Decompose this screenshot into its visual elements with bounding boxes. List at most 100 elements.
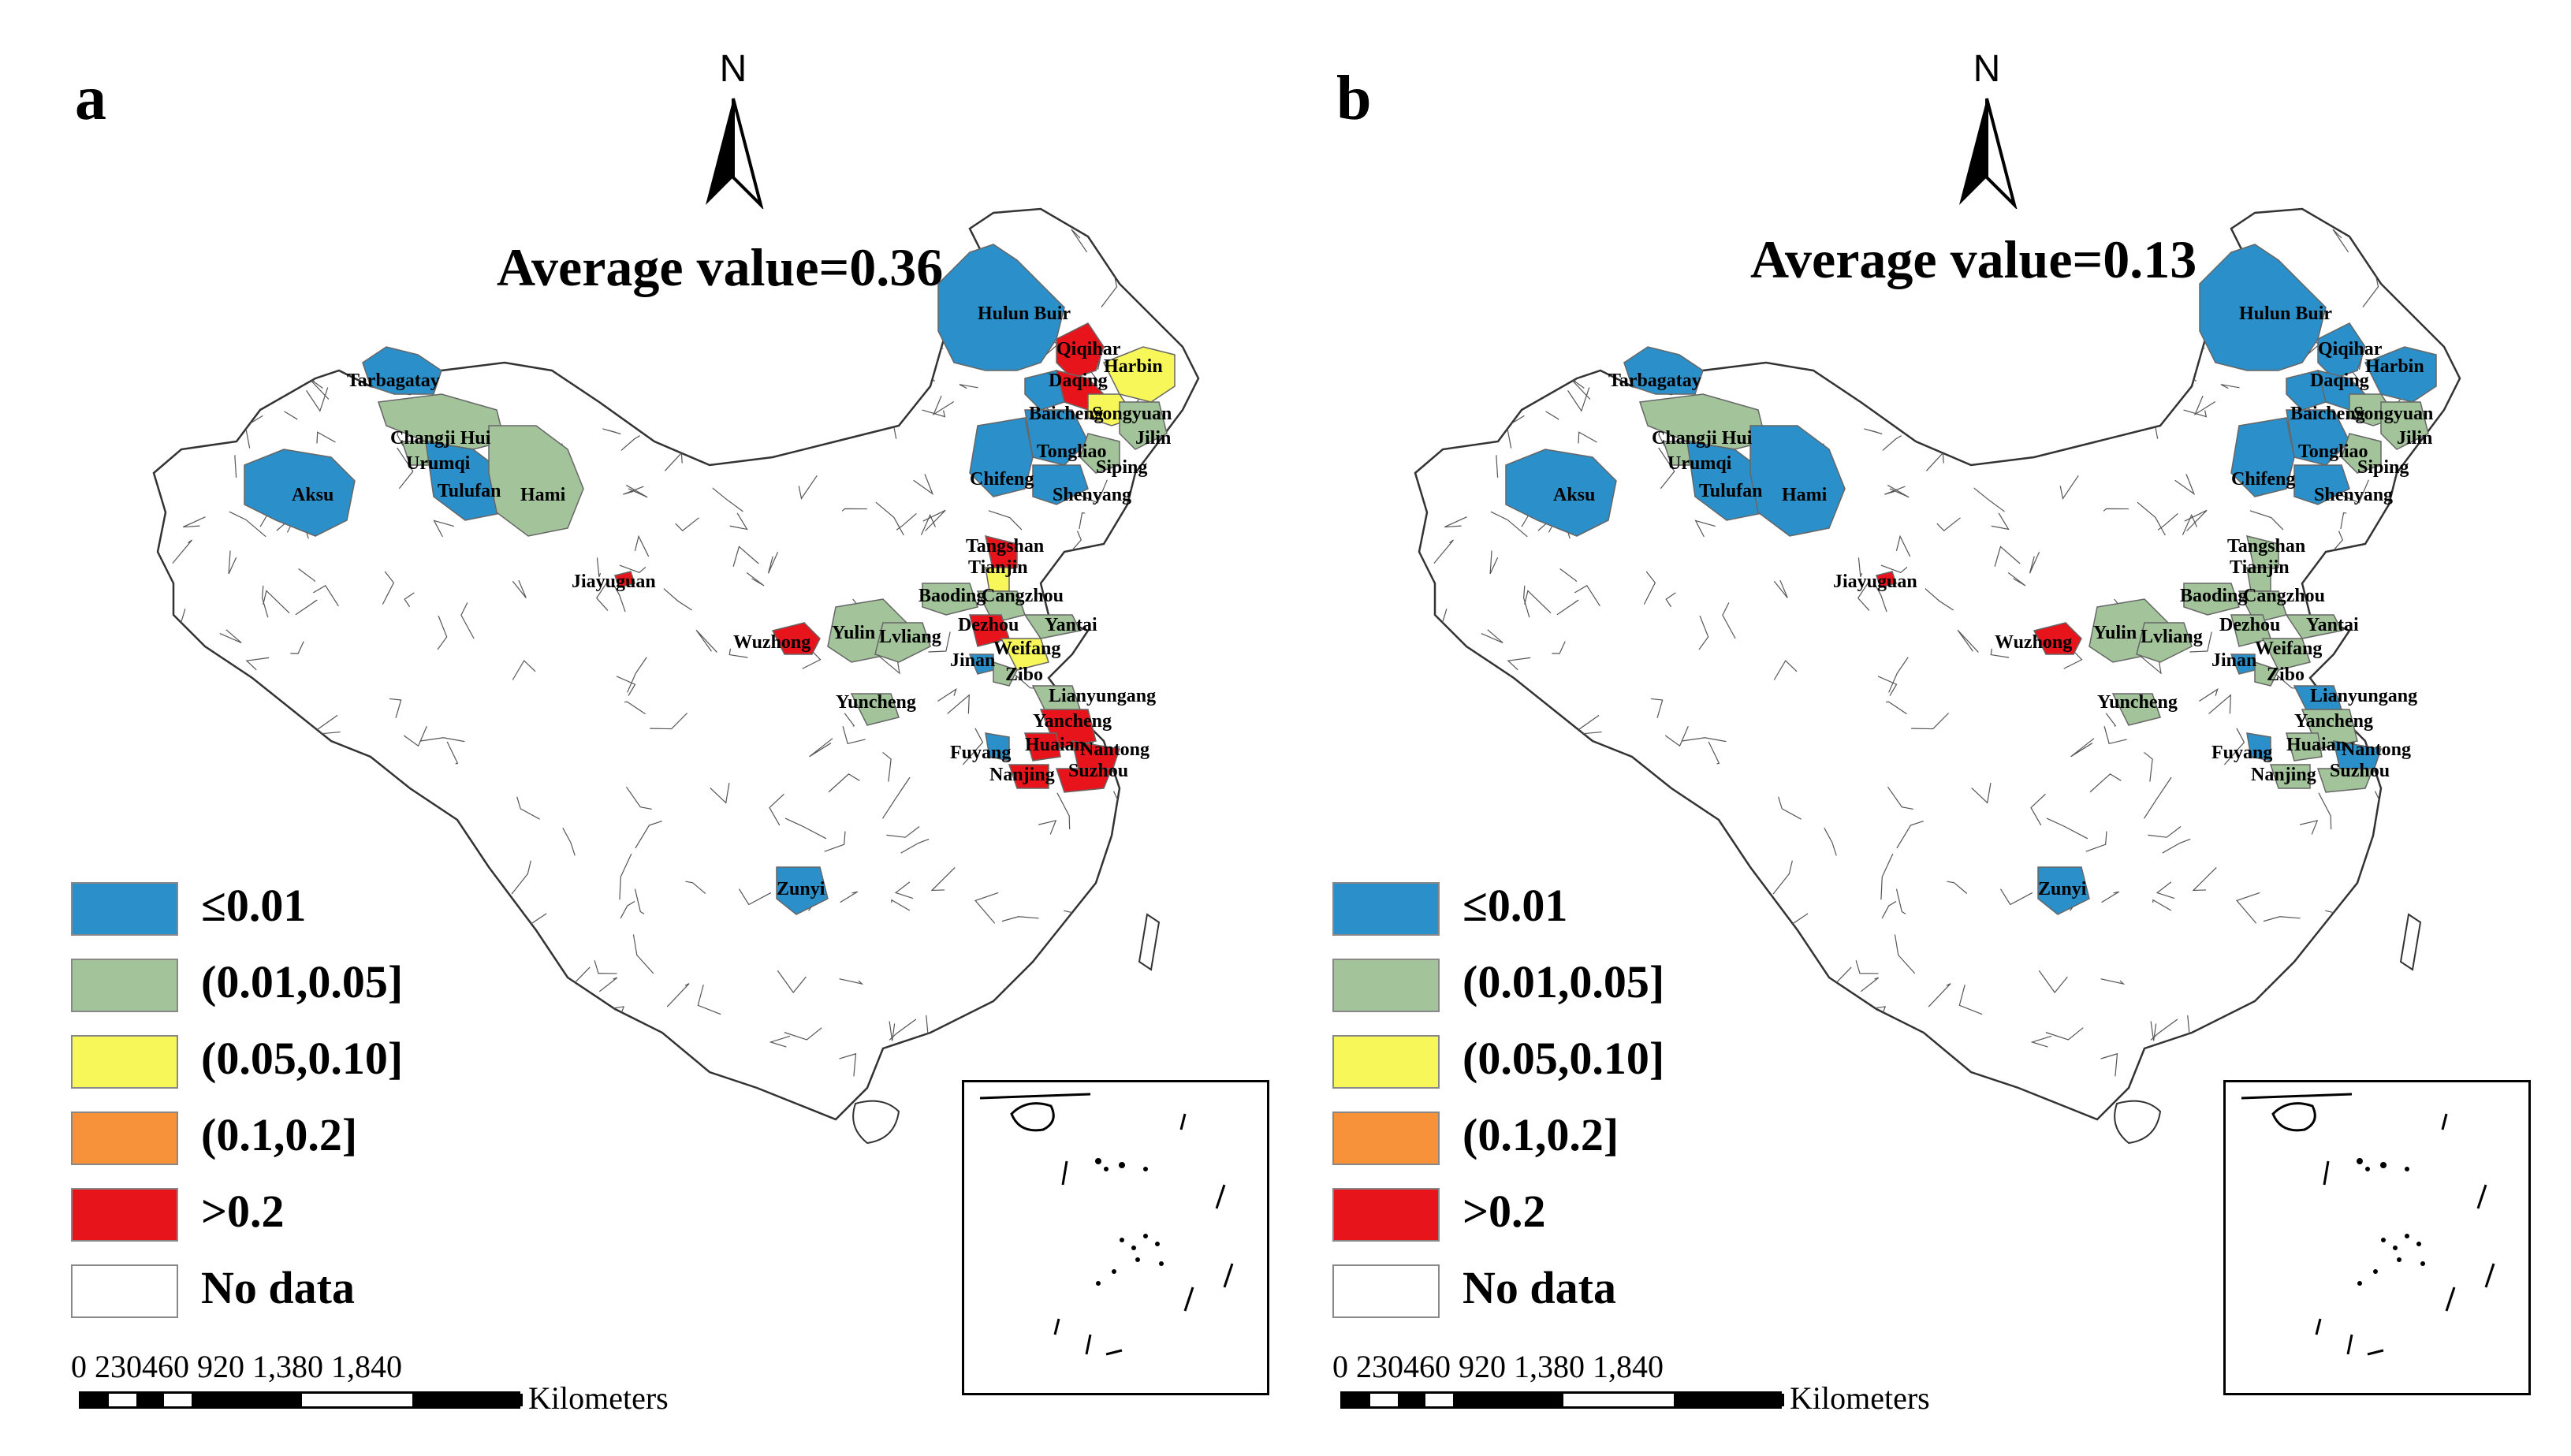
city-label: Tangshan (966, 536, 1044, 557)
city-label: Chifeng (2231, 469, 2295, 490)
city-label: Hami (1782, 485, 1828, 505)
city-label: Zibo (2267, 665, 2305, 685)
scale-unit: Kilometers (1790, 1380, 1930, 1416)
region-siping (2341, 433, 2382, 474)
panel-label: b (1336, 64, 1372, 133)
legend-label: (0.01,0.05] (1462, 956, 1665, 1007)
scale-ticks: 0 230460 920 1,380 1,840 (1332, 1349, 1664, 1384)
city-label: Jiayuguan (1833, 572, 1917, 592)
region-lvliang (874, 622, 931, 663)
region-huaian (1024, 732, 1061, 762)
legend-swatch (71, 959, 178, 1012)
legend-label: ≤0.01 (201, 880, 307, 931)
legend-label: >0.2 (1462, 1186, 1546, 1237)
legend-label: (0.01,0.05] (201, 956, 404, 1007)
city-label: Zunyi (2038, 879, 2087, 899)
legend-swatch (71, 882, 178, 936)
city-label: Suzhou (2330, 761, 2390, 781)
scale-bar-graphic (1340, 1391, 1784, 1409)
city-label: Huaian (1025, 735, 1085, 755)
north-arrow: N (678, 47, 788, 213)
region-baicheng (1024, 370, 1065, 411)
legend-swatch (1332, 1112, 1440, 1165)
city-label: Yancheng (2294, 711, 2373, 732)
city-label: Tianjin (2230, 557, 2290, 578)
region-huaian (2286, 732, 2323, 762)
region-yantai (2285, 614, 2343, 639)
region-fuyang (2246, 732, 2271, 762)
legend-swatch (1332, 1035, 1440, 1089)
city-label: Jilin (1135, 428, 1171, 449)
city-label: Baoding (2180, 586, 2247, 606)
legend-item: (0.05,0.10] (71, 1032, 481, 1095)
city-label: Jiayuguan (572, 572, 656, 592)
legend-swatch (1332, 959, 1440, 1012)
region-jilin (2380, 401, 2429, 450)
legend-swatch (1332, 1264, 1440, 1318)
region-weifang (1000, 638, 1049, 671)
region-lvliang (2136, 622, 2193, 663)
legend-item: (0.01,0.05] (71, 955, 481, 1018)
legend-label: No data (1462, 1262, 1616, 1313)
city-label: Fuyang (950, 743, 1011, 763)
legend-swatch (71, 1035, 178, 1089)
legend-label: (0.1,0.2] (201, 1109, 358, 1160)
city-label: Yantai (2306, 615, 2359, 635)
region-baoding (2183, 583, 2240, 616)
region-baicheng (2286, 370, 2327, 411)
region-chifeng (2230, 417, 2295, 497)
legend-item: >0.2 (71, 1185, 481, 1248)
city-label: Weifang (2255, 639, 2322, 659)
region-hami (488, 425, 584, 537)
legend-item: No data (71, 1261, 481, 1324)
city-label: Aksu (1553, 485, 1595, 505)
city-label: Cangzhou (2243, 586, 2325, 606)
city-label: Qiqihar (2318, 339, 2383, 359)
legend-item: (0.1,0.2] (1332, 1108, 1742, 1171)
region-tangshan (985, 534, 1018, 572)
city-label: Zibo (1005, 665, 1043, 685)
city-label: Jinan (2211, 650, 2256, 671)
region-shenyang (1032, 464, 1089, 505)
legend-swatch (71, 1112, 178, 1165)
city-label: Dezhou (2219, 615, 2280, 635)
region-qiqihar (1056, 322, 1105, 379)
city-label: Nantong (2342, 739, 2411, 760)
region-wuzhong (771, 622, 821, 655)
average-value: Average value=0.36 (497, 237, 944, 297)
city-label: Daqing (2310, 371, 2369, 391)
scale-bar-graphic (79, 1391, 523, 1409)
map-panel-b: b N Average value=0.13 Hulun Buir Qiqihar… (1261, 0, 2539, 1456)
region-nanjing (1008, 764, 1049, 789)
legend-item: ≤0.01 (71, 879, 481, 942)
city-label: Daqing (1049, 371, 1108, 391)
city-label: Nanjing (989, 765, 1055, 785)
city-label: Lianyungang (1049, 686, 1156, 706)
region-tangshan (2246, 534, 2279, 572)
hainan-island (2114, 1100, 2162, 1145)
city-label: Jilin (2397, 428, 2432, 449)
average-value: Average value=0.13 (1750, 229, 2197, 289)
region-jiayuguan (1876, 571, 1897, 588)
city-label: Baicheng (2290, 404, 2365, 424)
scale-unit: Kilometers (528, 1380, 669, 1416)
city-label: Hulun Buir (978, 303, 1071, 324)
legend-swatch (1332, 882, 1440, 936)
city-label: Tulufan (1699, 481, 1763, 501)
city-label: Zunyi (777, 879, 825, 899)
region-zunyi (776, 866, 829, 915)
north-letter: N (1973, 48, 2001, 90)
city-label: Yuncheng (836, 692, 916, 713)
legend-item: ≤0.01 (1332, 879, 1742, 942)
legend-item: >0.2 (1332, 1185, 1742, 1248)
city-label: Urumqi (1667, 453, 1732, 474)
city-label: Shenyang (2314, 485, 2393, 505)
city-label: Wuzhong (733, 632, 810, 653)
region-wuzhong (2033, 622, 2082, 655)
region-nanjing (2269, 764, 2311, 789)
city-label: Changji Hui (390, 428, 491, 449)
region-yantai (1023, 614, 1082, 639)
taiwan-island (2399, 913, 2422, 971)
city-label: Chifeng (970, 469, 1034, 490)
city-label: Tongliao (1037, 441, 1107, 462)
